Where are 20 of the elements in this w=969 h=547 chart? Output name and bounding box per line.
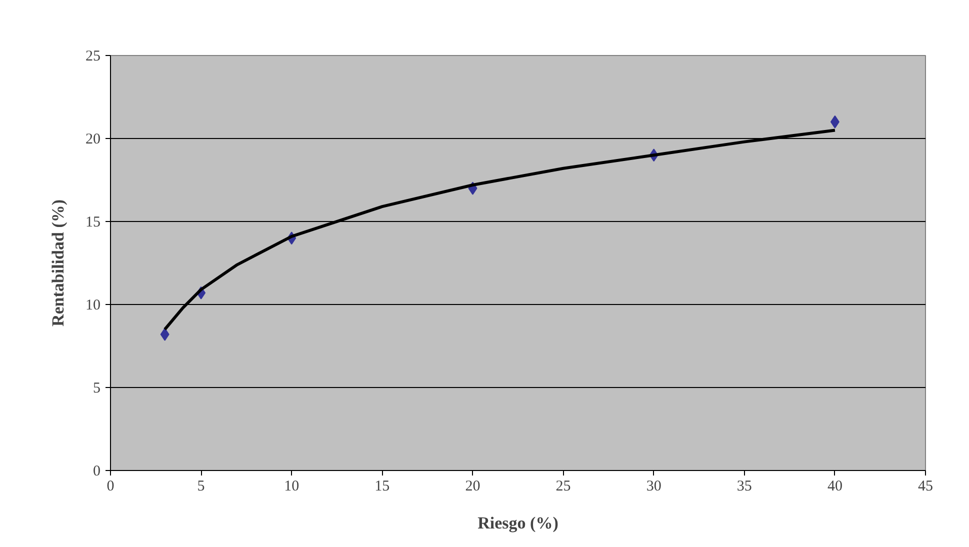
- x-axis-title: Riesgo (%): [478, 514, 558, 532]
- point: [160, 328, 170, 341]
- y-tick-label: 25: [86, 48, 100, 64]
- y-tick-label: 15: [86, 214, 100, 230]
- x-tick-label: 35: [736, 478, 752, 494]
- x-tick-label: 45: [918, 478, 933, 494]
- x-tick-label: 0: [106, 478, 114, 494]
- x-tick-label: 10: [284, 478, 300, 494]
- y-axis-title: Rentabilidad (%): [48, 199, 68, 327]
- x-tick-label: 40: [827, 478, 842, 494]
- x-tick-label: 20: [465, 478, 480, 494]
- x-tick-label: 25: [556, 478, 571, 494]
- point: [830, 115, 840, 128]
- x-tick-label: 5: [197, 478, 205, 494]
- y-tick-label: 10: [86, 298, 100, 314]
- x-tick-label: 15: [374, 478, 390, 494]
- y-tick-label: 20: [86, 132, 100, 148]
- x-tick-label: 30: [646, 478, 662, 494]
- y-tick-label: 0: [93, 464, 100, 480]
- y-tick-label: 5: [93, 380, 100, 396]
